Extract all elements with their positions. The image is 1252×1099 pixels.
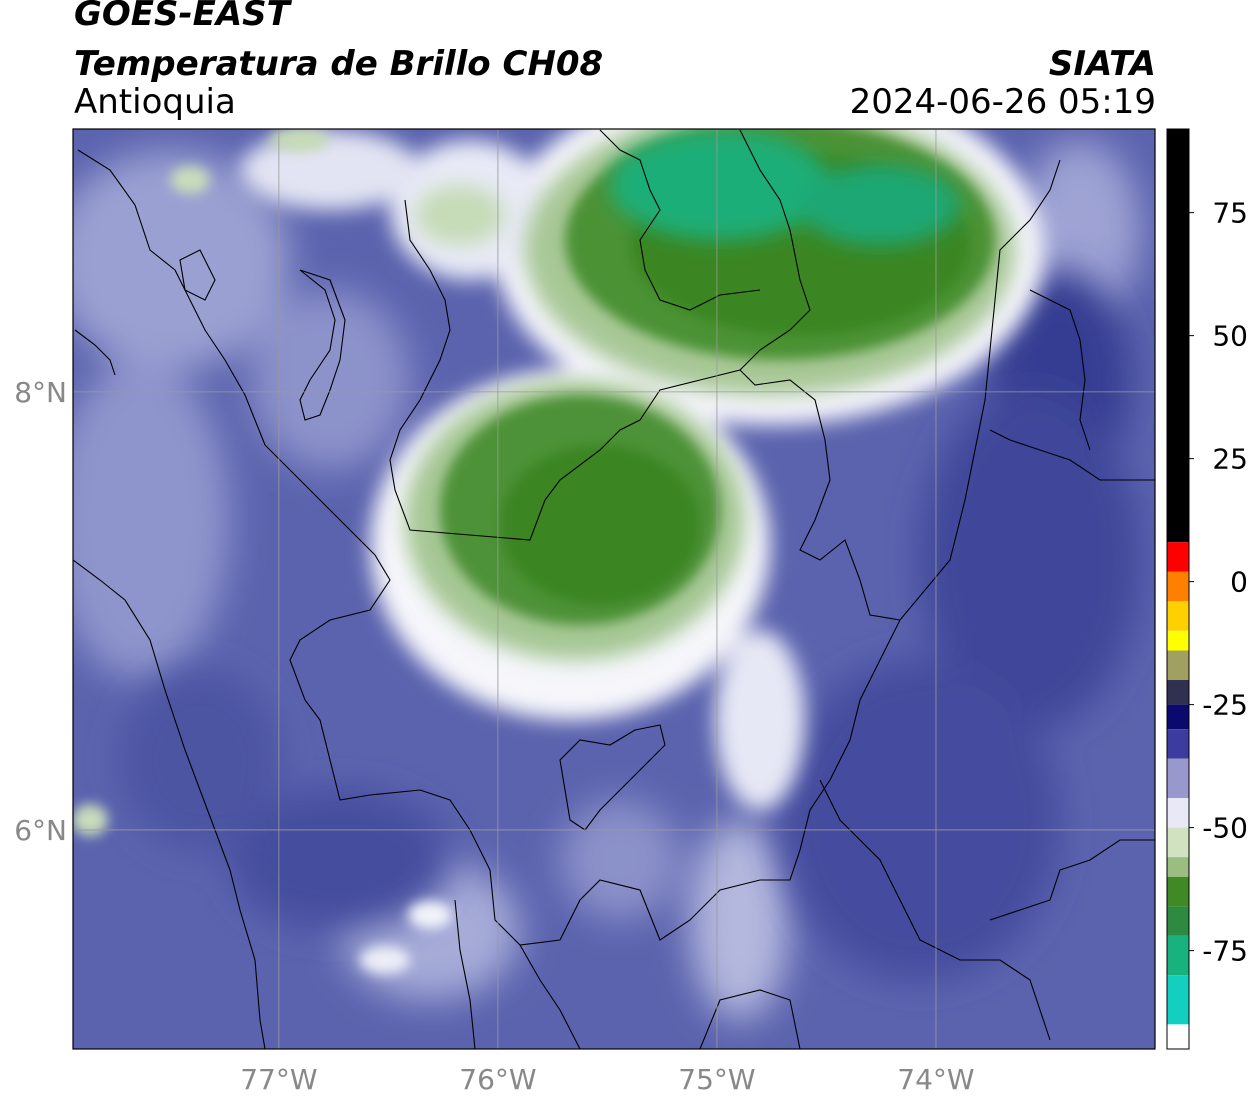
cloud-teal-tops xyxy=(610,130,960,245)
lon-tick-label: 77°W xyxy=(240,1063,317,1096)
lat-tick-label: 6°N xyxy=(14,814,67,847)
lat-tick-label: 8°N xyxy=(14,376,67,409)
colorbar-frame xyxy=(1166,128,1190,1050)
satellite-title: GOES-EAST xyxy=(74,0,290,34)
brightness-temperature-field xyxy=(73,129,1155,1049)
colorbar-segment xyxy=(1167,1024,1189,1049)
colorbar-segment xyxy=(1167,601,1189,631)
colorbar-tick-label: 75 xyxy=(1212,197,1248,230)
colorbar-segment xyxy=(1167,876,1189,907)
deep-blue-zones xyxy=(120,270,1140,980)
colorbar-segment xyxy=(1167,571,1189,602)
colorbar-tick-label: 0 xyxy=(1230,566,1248,599)
light-cloud-zones xyxy=(73,140,1140,1020)
colorbar-tick-label: 25 xyxy=(1212,443,1248,476)
axis-labels: 77°W 76°W 75°W 74°W 8°N 6°N xyxy=(14,376,974,1096)
colorbar-segment xyxy=(1167,798,1189,828)
lon-tick-label: 74°W xyxy=(897,1063,974,1096)
region-label: Antioquia xyxy=(74,82,236,122)
cloud-green xyxy=(440,129,995,625)
colorbar-segment xyxy=(1167,758,1189,799)
colorbar-tick-label: -75 xyxy=(1202,935,1248,968)
colorbar-tick-label: -50 xyxy=(1202,812,1248,845)
scattered-cells xyxy=(73,129,452,974)
colorbar-segment xyxy=(1167,650,1189,681)
lon-tick-label: 75°W xyxy=(678,1063,755,1096)
colorbar-segment xyxy=(1167,630,1189,651)
colorbar-segment xyxy=(1167,857,1189,877)
cloud-halo xyxy=(240,129,1045,810)
colorbar-segment xyxy=(1167,680,1189,705)
colorbar-segment xyxy=(1167,704,1189,730)
colorbar: 75 50 25 0 -25 -50 -75 xyxy=(1166,128,1248,1050)
colorbar-tick-label: -25 xyxy=(1202,689,1248,722)
colorbar-segment xyxy=(1167,129,1189,543)
cloud-light-green xyxy=(405,129,1015,660)
datetime-label: 2024-06-26 05:19 xyxy=(849,82,1156,122)
cloud-dark-green xyxy=(500,155,970,605)
lon-tick-label: 76°W xyxy=(459,1063,536,1096)
colorbar-segment xyxy=(1167,935,1189,976)
political-boundaries xyxy=(73,129,1155,1049)
background-field xyxy=(73,129,1155,1049)
product-title: Temperatura de Brillo CH08 xyxy=(74,44,604,84)
colorbar-tick-label: 50 xyxy=(1212,320,1248,353)
colorbar-segment xyxy=(1167,729,1189,759)
colorbar-segment xyxy=(1167,906,1189,936)
colorbar-segment xyxy=(1167,542,1189,572)
map-frame xyxy=(72,128,1156,1050)
colorbar-segment xyxy=(1167,827,1189,858)
map-gridlines xyxy=(73,129,1155,1049)
organization-label: SIATA xyxy=(1048,44,1156,84)
colorbar-segment xyxy=(1167,975,1189,1025)
